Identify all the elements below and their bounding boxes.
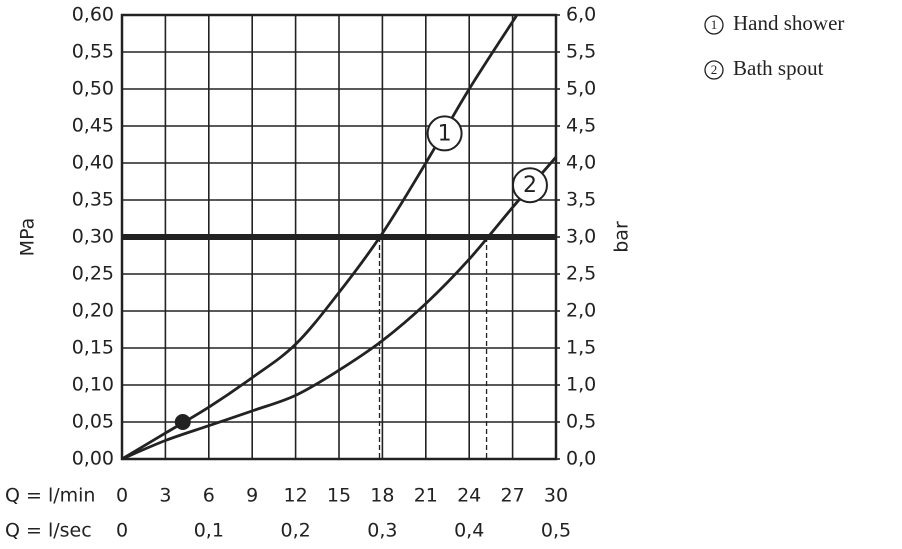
- y2-tick-label: 3,5: [566, 189, 596, 211]
- series-line: [121, 156, 558, 461]
- x-tick-label: 12: [284, 485, 308, 507]
- y2-tick-label: 5,5: [566, 41, 596, 63]
- y-tick-label: 0,05: [72, 411, 114, 433]
- y2-tick-label: 2,5: [566, 263, 596, 285]
- y-tick-label: 0,50: [72, 78, 114, 100]
- y2-tick-label: 4,5: [566, 115, 596, 137]
- legend-label: Bath spout: [733, 56, 824, 80]
- y-tick-label: 0,60: [72, 4, 114, 26]
- y-tick-label: 0,20: [72, 300, 114, 322]
- curve-label-circle: [511, 167, 548, 204]
- x-tick-label: 21: [414, 485, 438, 507]
- operating-point: [174, 414, 191, 430]
- x2-tick-label: 0,1: [194, 520, 224, 542]
- x-tick-label: 9: [246, 485, 258, 507]
- legend-symbol: [704, 60, 724, 80]
- curve-label: 2: [523, 173, 537, 198]
- y2-tick-label: 3,0: [566, 226, 596, 248]
- x-tick-label: 18: [370, 485, 394, 507]
- series-line: [121, 14, 519, 461]
- x2-tick-label: 0: [116, 520, 128, 542]
- curve-label-circle: [426, 115, 463, 152]
- y2-tick-label: 5,0: [566, 78, 596, 100]
- y-tick-label: 0,15: [72, 337, 114, 359]
- x2-tick-label: 0,2: [280, 520, 310, 542]
- x2-tick-label: 0,5: [541, 520, 571, 542]
- y-tick-label: 0,10: [72, 374, 114, 396]
- legend-symbol-label: 2: [711, 62, 718, 77]
- curve-label: 1: [438, 121, 452, 146]
- x2-tick-label: 0,3: [367, 520, 397, 542]
- x-tick-label: 24: [457, 485, 481, 507]
- y2-tick-label: 1,0: [566, 374, 596, 396]
- x-tick-label: 3: [159, 485, 171, 507]
- y2-tick-label: 2,0: [566, 300, 596, 322]
- y-tick-label: 0,55: [72, 41, 114, 63]
- x2-axis-label: Q = l/sec: [5, 520, 92, 542]
- x-axis-label: Q = l/min: [5, 485, 95, 507]
- x-tick-label: 30: [544, 485, 568, 507]
- y2-tick-label: 1,5: [566, 337, 596, 359]
- y2-tick-label: 0,0: [566, 448, 596, 470]
- y2-tick-label: 0,5: [566, 411, 596, 433]
- x2-tick-label: 0,4: [454, 520, 484, 542]
- legend-symbol: [704, 15, 724, 35]
- x-tick-label: 15: [327, 485, 351, 507]
- y-tick-label: 0,25: [72, 263, 114, 285]
- y2-tick-label: 6,0: [566, 4, 596, 26]
- legend-label: Hand shower: [733, 11, 844, 35]
- y2-tick-label: 4,0: [566, 152, 596, 174]
- y-tick-label: 0,35: [72, 189, 114, 211]
- y-tick-label: 0,00: [72, 448, 114, 470]
- y-tick-label: 0,45: [72, 115, 114, 137]
- legend-symbol-label: 1: [711, 17, 718, 32]
- y-tick-label: 0,40: [72, 152, 114, 174]
- x-tick-label: 27: [501, 485, 525, 507]
- x-tick-label: 0: [116, 485, 128, 507]
- y-tick-label: 0,30: [72, 226, 114, 248]
- x-tick-label: 6: [203, 485, 215, 507]
- y2-axis-label: bar: [611, 221, 633, 253]
- y-axis-label: MPa: [17, 218, 39, 257]
